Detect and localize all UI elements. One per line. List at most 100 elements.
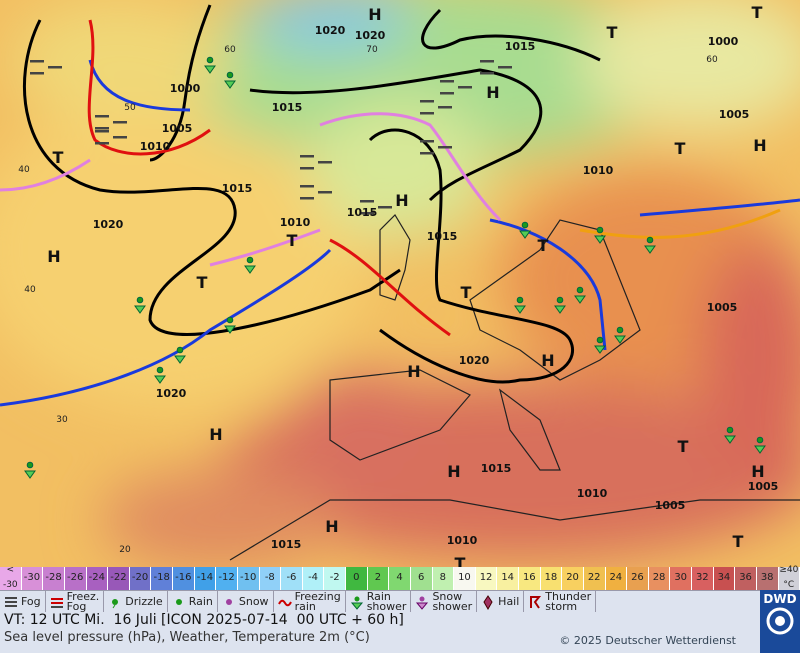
colorbar-label: 12 (479, 572, 493, 583)
shower-symbol (594, 235, 606, 244)
shower-symbol (514, 305, 526, 314)
colorbar-label: 38 (760, 572, 774, 583)
rain-symbol (596, 226, 604, 234)
isobar-label: 1000 (170, 82, 201, 95)
isobar-label: 1015 (505, 40, 536, 53)
colorbar-cell: 20 (562, 567, 584, 590)
isotherm-label: 60 (706, 55, 718, 65)
dwd-logo: DWD (760, 590, 800, 653)
isobar-label: 1020 (355, 29, 386, 42)
pressure-center: H (368, 5, 381, 24)
colorbar-cell: -16 (173, 567, 195, 590)
shower-symbol (754, 445, 766, 454)
colorbar-cell: -6 (281, 567, 303, 590)
legend-item: Freezing rain (274, 591, 346, 613)
fog-symbol (440, 92, 454, 95)
colorbar-cell: 6 (410, 567, 433, 590)
pressure-center: H (407, 362, 420, 381)
legend-item: Drizzle (104, 591, 168, 613)
legend-icon (5, 597, 17, 607)
rain-symbol (726, 426, 734, 434)
isotherm-label: 40 (18, 165, 30, 175)
colorbar-cell: -18 (151, 567, 173, 590)
shower-symbol (204, 65, 216, 74)
colorbar-label: 26 (631, 572, 644, 583)
fog-symbol (30, 60, 44, 63)
pressure-center: T (752, 3, 763, 22)
colorbar-cell: 2 (367, 567, 390, 590)
isobar-label: 1010 (583, 164, 614, 177)
colorbar-cell: 34 (713, 567, 736, 590)
pressure-center: T (675, 139, 686, 158)
shower-symbol (614, 335, 626, 344)
colorbar-label: -4 (308, 572, 319, 583)
colorbar-cell: 26 (627, 567, 649, 590)
fronts (0, 19, 800, 407)
rain-symbol (616, 326, 624, 334)
legend-item: Hail (477, 591, 525, 613)
weather-symbols (24, 56, 766, 479)
colorbar-label: -10 (240, 572, 257, 583)
pressure-center: T (607, 23, 618, 42)
rain-symbol (576, 286, 584, 294)
fog-symbol (113, 136, 127, 139)
colorbar-label: 22 (587, 572, 601, 583)
colorbar-label: -6 (286, 572, 297, 583)
isobar-label: 1015 (347, 206, 378, 219)
colorbar-label: 8 (439, 572, 446, 583)
fog-symbol (300, 167, 314, 170)
fog-symbol (420, 100, 434, 103)
isobars (23, 4, 601, 384)
colorbar-cell: -14 (194, 567, 217, 590)
legend-label: Rain shower (366, 590, 407, 613)
legend-label: Fog (21, 595, 41, 608)
pressure-center: H (541, 351, 554, 370)
isobar-label: 1015 (271, 538, 302, 551)
rain-symbol (556, 296, 564, 304)
weather-legend: Fog Freez. Fog Drizzle Rain Snow Freezing rai… (0, 590, 760, 613)
colorbar-cell: -22 (108, 567, 130, 590)
legend-label: Hail (498, 595, 520, 608)
coastlines (229, 214, 800, 561)
fog-symbol (318, 161, 332, 164)
shower-symbol (724, 435, 736, 444)
pressure-center: T (455, 554, 466, 567)
fog-symbol (300, 197, 314, 200)
valid-time: VT: 12 UTC Mi. 16 Juli [ICON 2025-07-14 … (4, 612, 404, 628)
legend-icon (50, 598, 63, 608)
shower-symbol (574, 295, 586, 304)
legend-item: Snow (218, 591, 274, 613)
pressure-center: H (325, 517, 338, 536)
shower-symbol (554, 305, 566, 314)
pressure-center: T (53, 148, 64, 167)
legend-label: Drizzle (125, 595, 163, 608)
colorbar-cell: -2 (324, 567, 346, 590)
colorbar-label: 28 (652, 572, 666, 583)
colorbar-label: 32 (695, 572, 709, 583)
pressure-center: H (47, 247, 60, 266)
colorbar-cell: 32 (692, 567, 714, 590)
colorbar-cell: 8 (432, 567, 455, 590)
isobar-label: 1010 (280, 216, 311, 229)
isobar-label: 1000 (708, 35, 739, 48)
colorbar-cell: -10 (237, 567, 260, 590)
isobar-label: 1020 (459, 354, 490, 367)
pressure-center: H (395, 191, 408, 210)
colorbar-cell: 24 (605, 567, 628, 590)
colorbar-label: -14 (196, 572, 214, 583)
legend-item: Rain (168, 591, 218, 613)
pressure-center: T (733, 532, 744, 551)
isobar-label: 1005 (707, 301, 738, 314)
description: Sea level pressure (hPa), Weather, Tempe… (4, 630, 370, 645)
legend-item: Fog (0, 591, 46, 613)
legend-icon (483, 595, 493, 610)
colorbar-label: 36 (739, 572, 752, 583)
colorbar-label: 10 (458, 572, 471, 583)
colorbar-cell: 14 (497, 567, 519, 590)
isobar-label: 1015 (222, 182, 253, 195)
colorbar-cell: -12 (216, 567, 238, 590)
map-labels: 1020 H 1020 1015 T 1000 T 1000 H 1015 1005 1010 1005… (18, 3, 778, 567)
temperature-colorbar: < -30 -30 -28 -26 -24 -22 -20 -18 -16 -14 -12 -10 -8-… (0, 565, 800, 590)
rain-symbol (596, 336, 604, 344)
